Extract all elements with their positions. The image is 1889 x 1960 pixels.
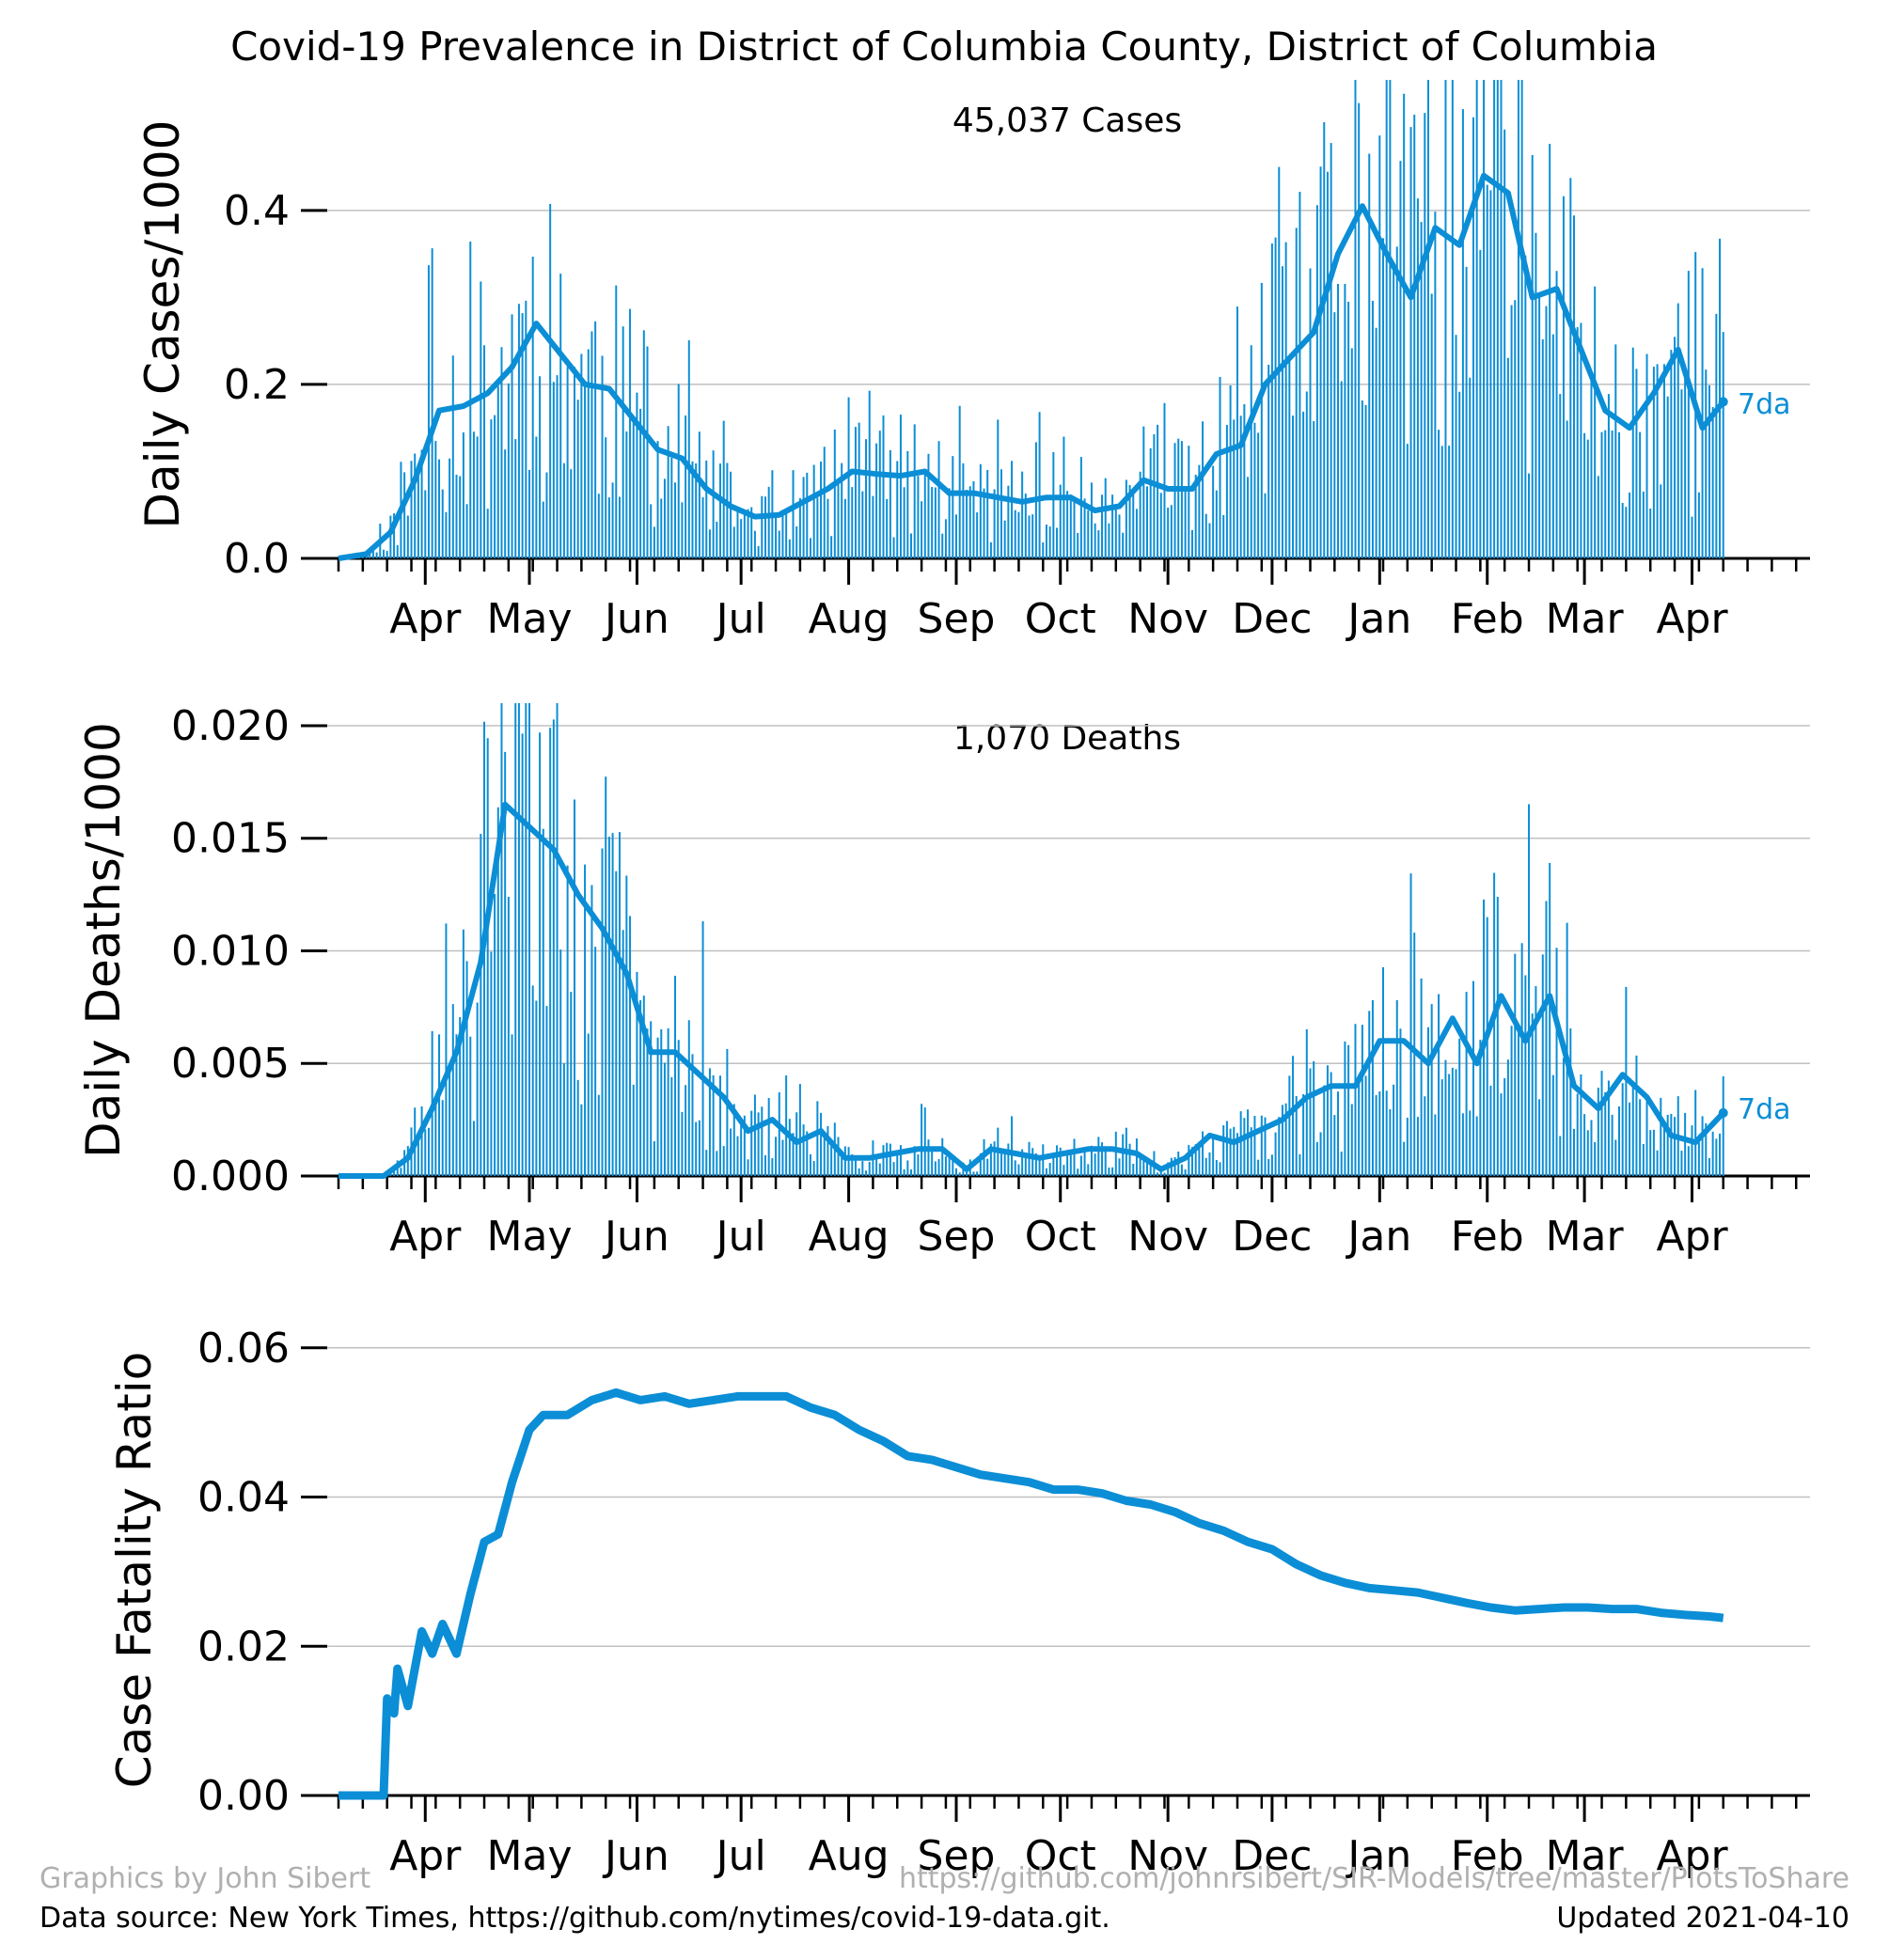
deaths-line-label: 7da xyxy=(1738,1093,1791,1126)
deaths-annotation: 1,070 Deaths xyxy=(953,719,1181,758)
y-tick-label: 0.010 xyxy=(171,927,290,975)
x-tick-label: Apr xyxy=(389,1832,462,1880)
cases-annotation: 45,037 Cases xyxy=(952,102,1182,140)
x-tick-label: Jan xyxy=(1345,595,1411,643)
x-tick-label: Mar xyxy=(1546,595,1625,643)
x-tick-label: Jun xyxy=(602,1832,669,1880)
x-tick-label: Feb xyxy=(1451,1213,1524,1261)
cfr-line xyxy=(338,1388,1724,1800)
x-tick-label: Jun xyxy=(602,595,669,643)
x-tick-label: Feb xyxy=(1451,595,1524,643)
x-tick-label: Apr xyxy=(1656,1213,1728,1261)
line-end-marker xyxy=(1718,397,1728,407)
line-end-marker xyxy=(1718,1107,1728,1118)
x-tick-label: Jul xyxy=(714,1213,766,1261)
y-tick-label: 0.06 xyxy=(197,1325,290,1372)
x-tick-label: Apr xyxy=(1656,595,1728,643)
credit-right: https://github.com/johnrsibert/SIR-Model… xyxy=(899,1862,1850,1895)
deaths-panel: 1,070 Deaths 7da Daily Deaths/1000 0.000… xyxy=(76,702,1810,1261)
x-tick-label: Oct xyxy=(1025,1832,1096,1880)
y-tick-label: 0.020 xyxy=(171,702,290,750)
seven-day-average-line xyxy=(338,801,1725,1179)
deaths-y-axis-label: Daily Deaths/1000 xyxy=(76,722,131,1158)
x-tick-label: Dec xyxy=(1232,1213,1312,1261)
x-tick-label: May xyxy=(487,595,573,643)
x-tick-label: Oct xyxy=(1025,1213,1096,1261)
x-tick-label: Jul xyxy=(714,595,766,643)
x-tick-label: Apr xyxy=(389,595,462,643)
x-tick-label: May xyxy=(487,1832,573,1880)
x-tick-label: Oct xyxy=(1025,595,1096,643)
figure-title: Covid-19 Prevalence in District of Colum… xyxy=(230,24,1658,70)
x-tick-label: Aug xyxy=(809,1213,889,1261)
x-tick-label: Jan xyxy=(1345,1832,1411,1880)
y-tick-label: 0.02 xyxy=(197,1623,290,1670)
x-tick-label: Nov xyxy=(1127,1832,1208,1880)
x-tick-label: Aug xyxy=(809,595,889,643)
x-tick-label: Dec xyxy=(1232,1832,1312,1880)
y-tick-label: 0.2 xyxy=(224,361,290,409)
y-tick-label: 0.000 xyxy=(171,1152,290,1200)
x-tick-label: Mar xyxy=(1546,1213,1625,1261)
y-tick-label: 0.04 xyxy=(197,1474,290,1522)
data-source: Data source: New York Times, https://git… xyxy=(39,1902,1110,1935)
seven-day-average-line xyxy=(338,172,1726,561)
x-tick-label: Sep xyxy=(918,1832,996,1880)
x-tick-label: Apr xyxy=(389,1213,462,1261)
y-tick-label: 0.005 xyxy=(171,1040,290,1088)
x-tick-label: Jul xyxy=(714,1832,766,1880)
x-tick-label: Aug xyxy=(809,1832,889,1880)
x-tick-label: Dec xyxy=(1232,595,1312,643)
cases-y-axis-label: Daily Cases/1000 xyxy=(135,120,190,529)
x-tick-label: May xyxy=(487,1213,573,1261)
cfr-panel: Case Fatality Ratio 0.00 0.02 0.04 0.06 Apr M… xyxy=(107,1325,1810,1880)
y-tick-label: 0.00 xyxy=(197,1772,290,1820)
y-tick-label: 0.015 xyxy=(171,815,290,863)
x-tick-label: Nov xyxy=(1127,595,1208,643)
credit-left: Graphics by John Sibert xyxy=(39,1862,370,1895)
x-tick-label: Nov xyxy=(1127,1213,1208,1261)
x-tick-label: Jun xyxy=(602,1213,669,1261)
x-tick-label: Apr xyxy=(1656,1832,1728,1880)
cfr-y-axis-label: Case Fatality Ratio xyxy=(107,1352,162,1789)
x-tick-label: Sep xyxy=(918,595,996,643)
x-tick-label: Mar xyxy=(1546,1832,1625,1880)
cases-panel: 45,037 Cases 7da Daily Cases/1000 0.0 0.2… xyxy=(135,80,1810,643)
y-tick-label: 0.4 xyxy=(224,187,290,235)
updated-date: Updated 2021-04-10 xyxy=(1556,1902,1850,1935)
x-tick-label: Jan xyxy=(1345,1213,1411,1261)
x-tick-label: Sep xyxy=(918,1213,996,1261)
y-tick-label: 0.0 xyxy=(224,535,290,583)
x-tick-label: Feb xyxy=(1451,1832,1524,1880)
cases-line-label: 7da xyxy=(1738,388,1791,421)
